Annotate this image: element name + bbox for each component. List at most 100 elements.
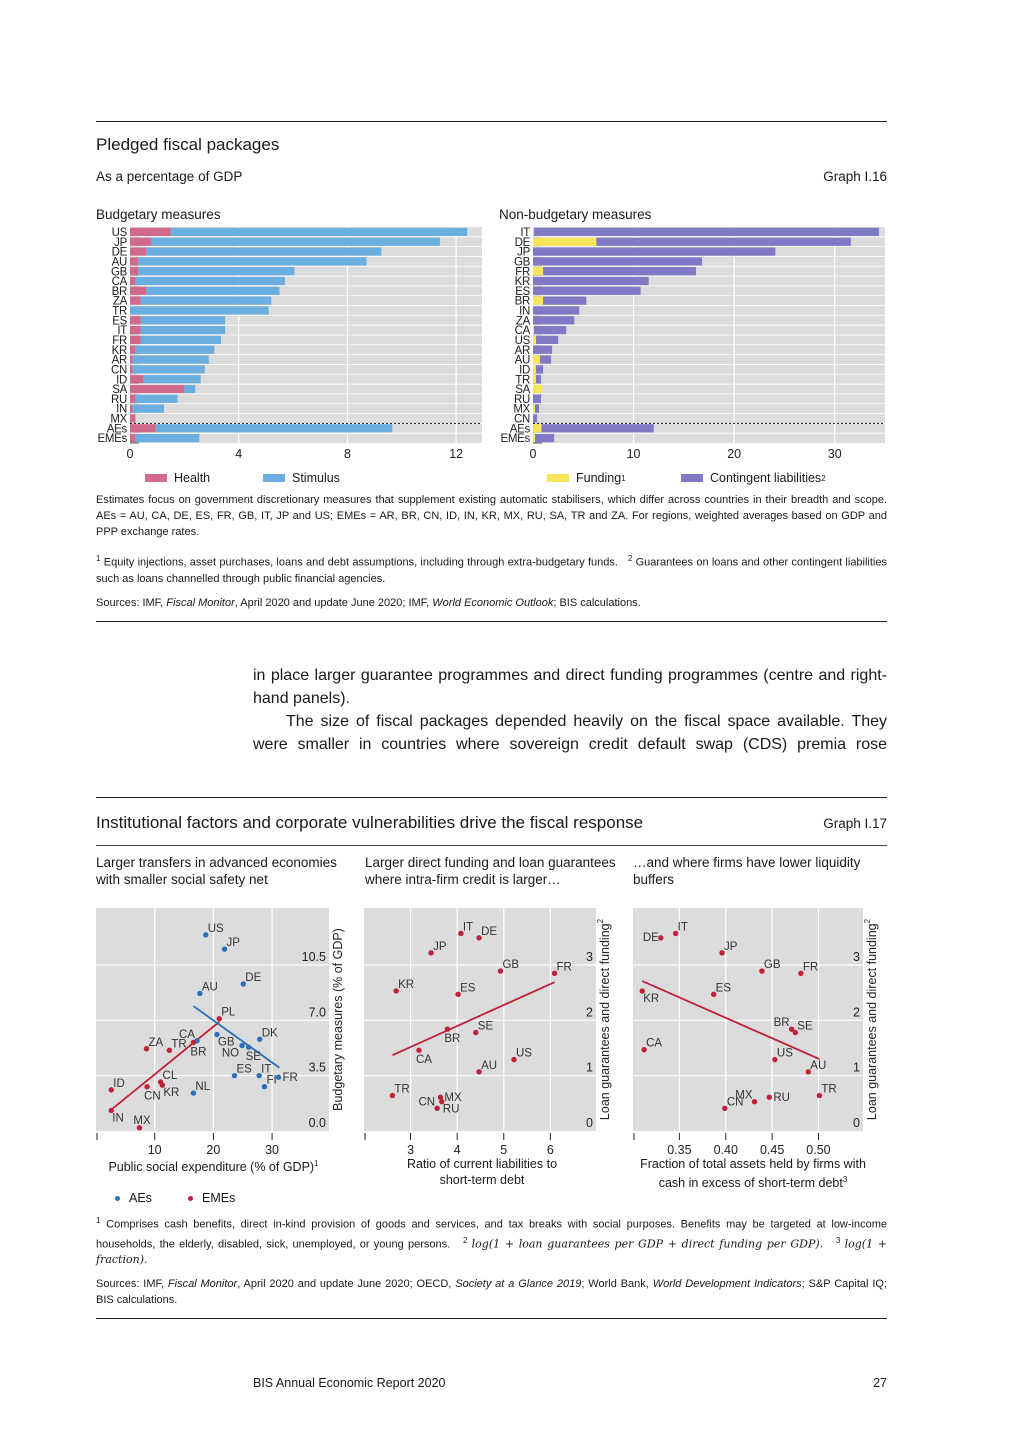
xlabel-centre: Ratio of current liabilities to short-te… [392,1156,572,1188]
category-label: CN [514,414,530,426]
point-label: ES [237,1064,253,1076]
category-label: GB [111,266,128,278]
graph17-bottom-rule [96,1318,887,1319]
data-point [497,968,504,974]
y-tick-label: 3.5 [309,1061,326,1075]
data-point [240,981,247,987]
point-label: KR [643,993,659,1005]
bar-contingent-liabilities [533,394,542,403]
bar-contingent-liabilities [536,375,542,384]
bar-health [130,335,141,345]
point-label: SE [478,1021,494,1033]
bar-contingent-liabilities [533,306,580,315]
point-label: BR [190,1046,206,1058]
fn-num: 1 [96,554,101,563]
contingent-swatch [681,474,703,482]
category-label: FR [112,335,127,347]
y-tick-label: 2 [586,1005,593,1019]
bar-stimulus [135,276,285,286]
point-label: TR [821,1084,836,1096]
data-point [257,1036,263,1042]
point-label: DK [262,1027,278,1039]
data-point [437,1094,444,1100]
bar-funding [533,375,537,384]
category-label: ZA [113,296,128,308]
footnote-ref: 3 [842,1175,848,1184]
y-tick-label: 3 [586,950,593,964]
src: Sources: IMF, [96,1278,168,1290]
legend-label: Stimulus [292,471,340,485]
axis-label: Fraction of total assets held by firms w… [640,1157,866,1191]
fit-line-eme [392,981,555,1057]
bar-contingent-liabilities [535,433,555,443]
category-label: AU [515,355,530,367]
src: Sources: IMF, [96,597,167,609]
data-point [159,1082,166,1088]
y-tick-label: 1 [853,1061,860,1075]
x-tick-label: 0 [127,447,134,461]
category-label: ZA [516,315,531,327]
data-point [428,950,434,956]
bar-contingent-liabilities [533,276,649,286]
bar-contingent-liabilities [541,424,654,433]
body-paragraph-1: in place larger guarantee programmes and… [253,667,887,707]
graph17-label: Graph I.17 [823,816,887,831]
data-point [434,1105,440,1112]
data-point [203,932,209,938]
point-label: US [516,1048,532,1060]
point-label: IN [112,1112,124,1124]
x-tick-label: 4 [235,447,242,461]
bar-stimulus [135,433,200,443]
bar-funding [533,424,542,433]
bar-stimulus [184,384,196,394]
scatter-chart-4: 0.35 0.40 0.45 0.50 0 1 2 3 DE IT JP GB FR KR ES BR SE CA… [633,908,879,1157]
point-label: MX [444,1092,462,1104]
point-label: ES [716,982,732,994]
data-point [143,1046,150,1052]
data-point [792,1029,798,1036]
data-point [108,1087,114,1093]
src-title: Fiscal Monitor [166,597,235,609]
point-label: ID [113,1078,125,1090]
data-point [444,1026,451,1032]
category-label: KR [515,276,530,288]
data-point [476,935,482,941]
data-point [245,1044,252,1050]
data-point [551,970,558,976]
bar-funding [533,237,597,246]
point-label: RU [443,1104,460,1116]
bar-contingent-liabilities [534,325,567,335]
bar-stimulus [132,404,164,413]
bar-stimulus [140,335,222,345]
point-label: BR [444,1033,460,1045]
category-label: AR [515,345,530,357]
category-label: IN [116,404,127,416]
fn-num: 2 [462,1235,468,1245]
legend-label: Health [174,471,211,485]
point-label: AU [202,981,218,993]
point-label: NL [195,1081,210,1093]
graph16-sources: Sources: IMF, Fiscal Monitor, April 2020… [96,595,887,611]
point-label: CA [416,1054,432,1066]
graph16-top-rule [96,121,887,122]
fn-num: 3 [835,1235,841,1245]
data-point [393,988,399,994]
xlabel-left: Public social expenditure (% of GDP)1 [96,1156,331,1175]
panel-title-left: Larger transfers in advanced economies w… [96,855,337,887]
bar-contingent-liabilities [533,414,538,423]
bar-health [130,424,156,433]
data-point [197,990,203,997]
bar-stimulus [140,325,226,335]
bar-contingent-liabilities [533,257,702,266]
point-label: DE [245,972,261,984]
data-point [231,1072,238,1079]
data-point [214,1031,220,1038]
bar-stimulus [146,247,382,256]
y-axis-title: Budgetary measures (% of GDP) [331,928,345,1111]
category-label: ID [519,364,530,376]
category-label: IN [519,306,530,318]
bar-funding [533,227,535,237]
x-tick-label: 0.35 [667,1143,691,1157]
bar-stimulus [143,375,201,384]
data-point [511,1056,517,1063]
